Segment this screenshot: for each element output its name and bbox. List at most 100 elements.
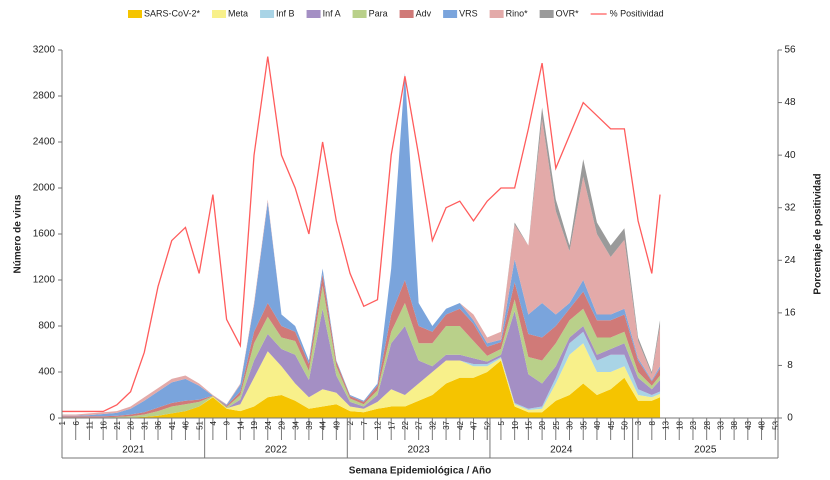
x-axis-title: Semana Epidemiológica / Año bbox=[349, 466, 491, 477]
year-label: 2025 bbox=[694, 445, 717, 456]
legend-swatch bbox=[128, 10, 142, 18]
x-tick-label: 10 bbox=[511, 420, 520, 429]
legend-swatch bbox=[306, 10, 321, 18]
y2-tick-label: 32 bbox=[784, 202, 796, 213]
y2-tick-label: 0 bbox=[787, 413, 793, 424]
x-tick-label: 22 bbox=[401, 420, 410, 429]
legend-label: Adv bbox=[416, 8, 432, 18]
year-label: 2022 bbox=[265, 445, 288, 456]
x-tick-label: 19 bbox=[250, 420, 259, 429]
x-tick-label: 8 bbox=[648, 420, 657, 425]
legend-swatch bbox=[539, 10, 554, 18]
legend-label: Para bbox=[369, 8, 388, 18]
x-tick-label: 49 bbox=[332, 420, 341, 429]
x-tick-label: 29 bbox=[278, 420, 287, 429]
x-tick-label: 32 bbox=[428, 420, 437, 429]
y-tick-label: 3200 bbox=[33, 45, 56, 56]
legend-label: % Positividad bbox=[610, 8, 664, 18]
x-tick-label: 24 bbox=[264, 420, 273, 429]
x-tick-label: 1 bbox=[58, 420, 67, 425]
y2-tick-label: 16 bbox=[784, 307, 796, 318]
x-tick-label: 16 bbox=[99, 420, 108, 429]
legend-label: Rino* bbox=[506, 8, 529, 18]
area bbox=[62, 360, 661, 418]
x-tick-label: 20 bbox=[538, 420, 547, 429]
x-tick-label: 28 bbox=[703, 420, 712, 429]
x-tick-label: 50 bbox=[620, 420, 629, 429]
x-tick-label: 47 bbox=[470, 420, 479, 429]
x-tick-label: 30 bbox=[566, 420, 575, 429]
x-tick-label: 31 bbox=[140, 420, 149, 429]
x-tick-label: 7 bbox=[360, 420, 369, 425]
x-tick-label: 21 bbox=[113, 420, 122, 429]
x-tick-label: 23 bbox=[689, 420, 698, 429]
legend-label: Inf A bbox=[323, 8, 341, 18]
x-tick-label: 40 bbox=[593, 420, 602, 429]
y-axis-title: Número de virus bbox=[13, 194, 24, 273]
area bbox=[62, 285, 661, 418]
x-tick-label: 37 bbox=[442, 420, 451, 429]
x-tick-label: 9 bbox=[223, 420, 232, 425]
legend-swatch bbox=[212, 10, 227, 18]
x-tick-label: 48 bbox=[758, 420, 767, 429]
y2-tick-label: 8 bbox=[787, 360, 793, 371]
x-tick-label: 17 bbox=[387, 420, 396, 429]
legend-label: VRS bbox=[459, 8, 478, 18]
x-tick-label: 42 bbox=[456, 420, 465, 429]
x-tick-label: 6 bbox=[72, 420, 81, 425]
y-tick-label: 2400 bbox=[33, 137, 56, 148]
year-label: 2023 bbox=[408, 445, 431, 456]
legend-label: SARS-CoV-2* bbox=[144, 8, 201, 18]
x-tick-label: 53 bbox=[771, 420, 780, 429]
y-tick-label: 1600 bbox=[33, 229, 56, 240]
x-tick-label: 52 bbox=[483, 420, 492, 429]
x-tick-label: 26 bbox=[127, 420, 136, 429]
y-tick-label: 1200 bbox=[33, 275, 56, 286]
x-tick-label: 41 bbox=[168, 420, 177, 429]
x-tick-label: 34 bbox=[291, 420, 300, 429]
x-tick-label: 3 bbox=[634, 420, 643, 425]
year-label: 2024 bbox=[550, 445, 573, 456]
year-label: 2021 bbox=[122, 445, 145, 456]
y2-tick-label: 24 bbox=[784, 255, 796, 266]
legend-swatch bbox=[352, 10, 367, 18]
x-tick-label: 35 bbox=[579, 420, 588, 429]
x-tick-label: 44 bbox=[319, 420, 328, 429]
y2-axis-title: Porcentaje de positividad bbox=[813, 173, 824, 294]
x-tick-label: 5 bbox=[497, 420, 506, 425]
x-tick-label: 11 bbox=[86, 420, 95, 429]
legend-swatch bbox=[399, 10, 414, 18]
area bbox=[62, 308, 661, 418]
y2-tick-label: 48 bbox=[784, 97, 796, 108]
x-tick-label: 14 bbox=[236, 420, 245, 429]
x-tick-label: 33 bbox=[717, 420, 726, 429]
y2-tick-label: 40 bbox=[784, 150, 796, 161]
legend-label: Inf B bbox=[276, 8, 295, 18]
y-tick-label: 400 bbox=[38, 367, 55, 378]
positivity-line bbox=[62, 56, 661, 413]
x-tick-label: 51 bbox=[195, 420, 204, 429]
legend-swatch bbox=[489, 10, 504, 18]
y-tick-label: 2800 bbox=[33, 91, 56, 102]
x-tick-label: 45 bbox=[607, 420, 616, 429]
legend-swatch bbox=[260, 10, 275, 18]
legend-swatch bbox=[443, 10, 458, 18]
x-tick-label: 25 bbox=[552, 420, 561, 429]
legend-label: Meta bbox=[228, 8, 248, 18]
x-tick-label: 4 bbox=[209, 420, 218, 425]
x-tick-label: 15 bbox=[524, 420, 533, 429]
x-tick-label: 43 bbox=[744, 420, 753, 429]
x-tick-label: 12 bbox=[374, 420, 383, 429]
x-tick-label: 27 bbox=[415, 420, 424, 429]
x-tick-label: 2 bbox=[346, 420, 355, 425]
area bbox=[62, 73, 661, 416]
x-tick-label: 13 bbox=[662, 420, 671, 429]
x-tick-label: 36 bbox=[154, 420, 163, 429]
y2-tick-label: 56 bbox=[784, 45, 796, 56]
x-tick-label: 38 bbox=[730, 420, 739, 429]
y-tick-label: 800 bbox=[38, 321, 55, 332]
x-tick-label: 18 bbox=[675, 420, 684, 429]
legend-label: OVR* bbox=[556, 8, 580, 18]
x-tick-label: 39 bbox=[305, 420, 314, 429]
